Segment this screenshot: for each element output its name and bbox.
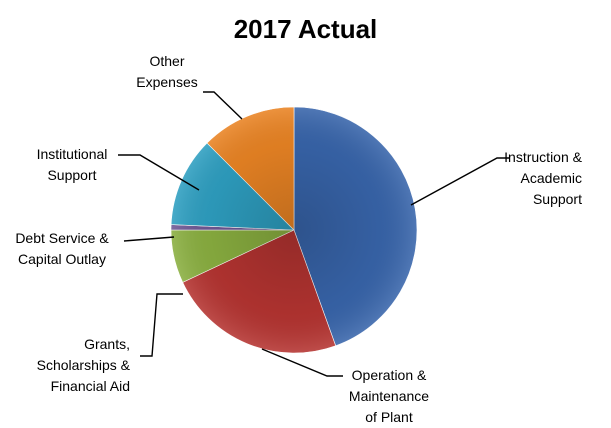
slice-label-line: Operation & <box>352 367 427 383</box>
slice-label-line: Capital Outlay <box>18 251 106 267</box>
slice-label-line: Expenses <box>136 74 197 90</box>
slice-label-line: of Plant <box>365 409 413 425</box>
slice-label-3: Debt Service & Capital Outlay <box>15 230 109 267</box>
leader-line-3 <box>123 236 175 242</box>
pie-shading <box>171 107 417 353</box>
leader-line-4 <box>118 154 200 191</box>
slice-label-line: Institutional <box>37 146 108 162</box>
slice-label-line: Maintenance <box>349 388 429 404</box>
slice-label-line: Grants, <box>84 336 130 352</box>
slice-label-4: Institutional Support <box>37 146 108 183</box>
slice-label-2: Grants, Scholarships & Financial Aid <box>37 336 131 394</box>
slice-label-line: Debt Service & <box>15 230 109 246</box>
slice-label-0: Instruction & Academic Support <box>504 149 582 207</box>
slice-label-line: Academic <box>521 170 582 186</box>
leader-line-0 <box>410 157 510 206</box>
slice-label-line: Financial Aid <box>51 378 130 394</box>
chart-title: 2017 Actual <box>233 14 378 44</box>
leader-line-5 <box>203 91 243 120</box>
slice-label-line: Support <box>533 191 582 207</box>
leader-line-1 <box>261 348 343 377</box>
slice-label-line: Support <box>47 167 96 183</box>
slice-label-1: Operation & Maintenance of Plant <box>349 367 429 425</box>
slice-label-line: Instruction & <box>504 149 582 165</box>
leader-line-2 <box>140 293 183 357</box>
slice-label-5: Other Expenses <box>136 53 197 90</box>
slice-label-line: Scholarships & <box>37 357 131 373</box>
slice-label-line: Other <box>149 53 184 69</box>
